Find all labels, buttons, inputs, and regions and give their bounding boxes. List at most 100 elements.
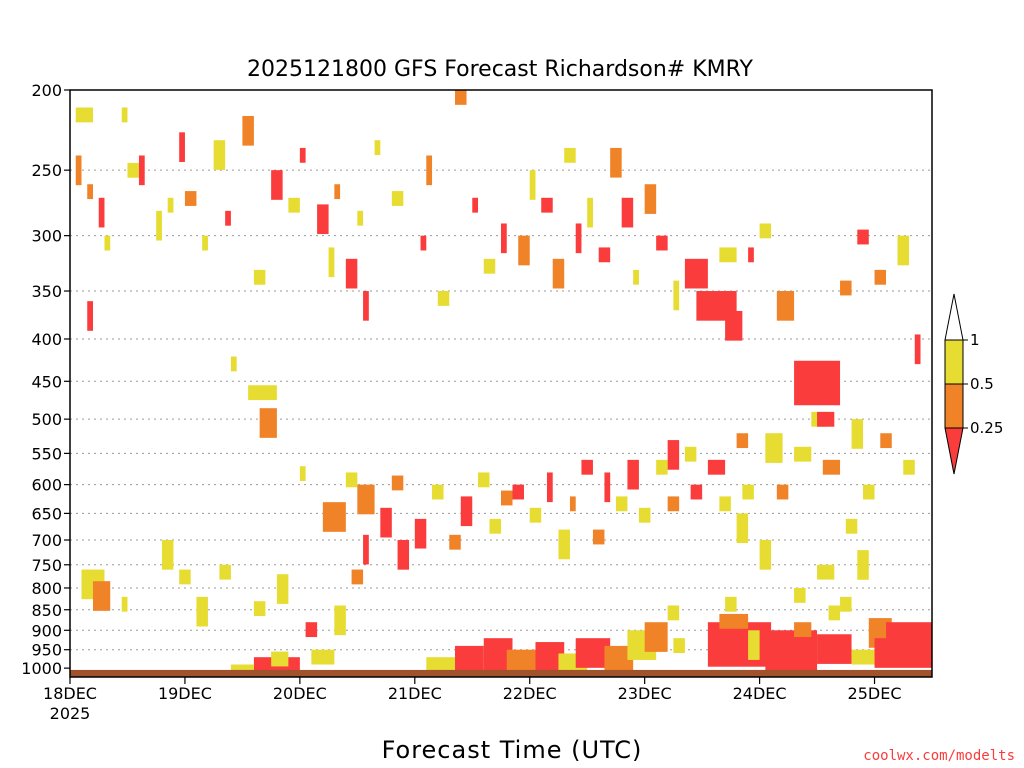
colorbar-legend: 1 0.5 0.25 (944, 293, 1003, 475)
heat-cell (196, 596, 208, 627)
heat-cell (719, 613, 749, 629)
y-tick-label: 250 (31, 161, 62, 180)
heat-cell (460, 496, 473, 527)
heat-cell (638, 507, 651, 523)
x-tick-label: 22DEC (503, 684, 557, 703)
heat-cell (478, 472, 490, 488)
heat-cell (512, 484, 524, 500)
heat-cell (322, 502, 346, 532)
heat-cell (794, 587, 806, 603)
y-tick-label: 1000 (21, 659, 62, 678)
heat-cell (288, 197, 300, 213)
x-tick-label: 18DEC (43, 684, 97, 703)
heat-cell (742, 484, 754, 500)
heat-cell (127, 162, 139, 178)
heat-cell (610, 147, 622, 178)
heat-cell (707, 622, 772, 667)
y-tick-label: 900 (31, 621, 62, 640)
heat-cell (621, 197, 634, 228)
heat-cell (656, 235, 668, 251)
heat-cell (667, 605, 680, 621)
heat-cell (903, 459, 915, 475)
heat-cell (432, 484, 444, 500)
heat-cell (776, 291, 795, 321)
heat-cell (357, 484, 375, 515)
heat-cell (317, 204, 329, 235)
heat-cell (794, 446, 812, 462)
heat-cell (673, 638, 685, 654)
heat-cell (374, 140, 381, 156)
heat-cell (271, 651, 289, 667)
heat-cell (271, 170, 283, 200)
heat-cell (161, 540, 174, 570)
y-tick-label: 200 (31, 81, 62, 100)
heat-cell (98, 197, 105, 228)
heat-cell (684, 446, 697, 462)
heat-cell (351, 569, 364, 585)
heat-cell (673, 280, 680, 311)
heat-cell (719, 496, 731, 512)
heat-cell (87, 301, 93, 331)
heat-cell (667, 440, 680, 470)
y-tick-label: 550 (31, 444, 62, 463)
heat-cell (581, 459, 593, 475)
legend-label-0.25: 0.25 (970, 419, 1003, 437)
heat-cell (213, 140, 226, 170)
heat-cell (857, 550, 869, 580)
heat-cell (759, 540, 772, 570)
heat-cell (541, 197, 553, 213)
heat-cell (518, 235, 530, 266)
ground-band (70, 669, 932, 677)
y-tick-label: 600 (31, 476, 62, 495)
heat-cell (828, 605, 841, 621)
heat-cell (684, 258, 708, 289)
heat-cell (707, 459, 726, 475)
heat-cell (863, 484, 875, 500)
heat-cell (230, 664, 254, 672)
heat-cell (345, 472, 358, 488)
heat-cell (334, 605, 346, 636)
heat-cell (506, 649, 542, 672)
heat-cell (822, 459, 841, 475)
heat-cell (719, 247, 737, 263)
heat-cell (363, 291, 369, 321)
credit-link[interactable]: coolwx.com/modelts (863, 748, 1015, 764)
heat-cell (874, 269, 887, 285)
heat-cell (817, 564, 835, 580)
y-tick-label: 750 (31, 556, 62, 575)
heat-cell (656, 459, 668, 475)
colorbar-bin-mid (944, 383, 964, 429)
x-axis-title: Forecast Time (UTC) (382, 736, 643, 764)
heat-cell (104, 235, 111, 251)
heat-cell (225, 210, 231, 226)
heat-cell (391, 191, 404, 206)
y-tick-label: 500 (31, 410, 62, 429)
heat-cell (794, 622, 812, 638)
colorbar-top-arrow (944, 293, 964, 341)
heat-cell (765, 630, 818, 672)
heat-cell (874, 638, 932, 668)
heat-cell (765, 433, 783, 463)
y-tick-label: 800 (31, 579, 62, 598)
heat-cell (627, 459, 639, 490)
heat-cell (748, 247, 754, 263)
heat-cell (455, 645, 484, 672)
heat-cell (817, 634, 852, 664)
heat-cell (897, 235, 910, 266)
heat-cell (121, 596, 128, 612)
heat-cell (759, 223, 772, 239)
heatmap-cells (75, 90, 932, 672)
heat-cell (564, 147, 576, 163)
heat-cell (391, 475, 404, 491)
heat-cell (426, 155, 433, 186)
heat-cell (748, 630, 760, 660)
y-tick-label: 300 (31, 227, 62, 246)
heat-cell (299, 466, 306, 482)
heat-cell (569, 496, 576, 512)
heat-cell (345, 258, 358, 289)
x-tick-label: 23DEC (618, 684, 672, 703)
y-axis: 200 250 300 350 400 450 500 550 600 650 700 750 800 8… (21, 81, 70, 678)
x-tick-label: 24DEC (733, 684, 787, 703)
y-tick-label: 650 (31, 504, 62, 523)
